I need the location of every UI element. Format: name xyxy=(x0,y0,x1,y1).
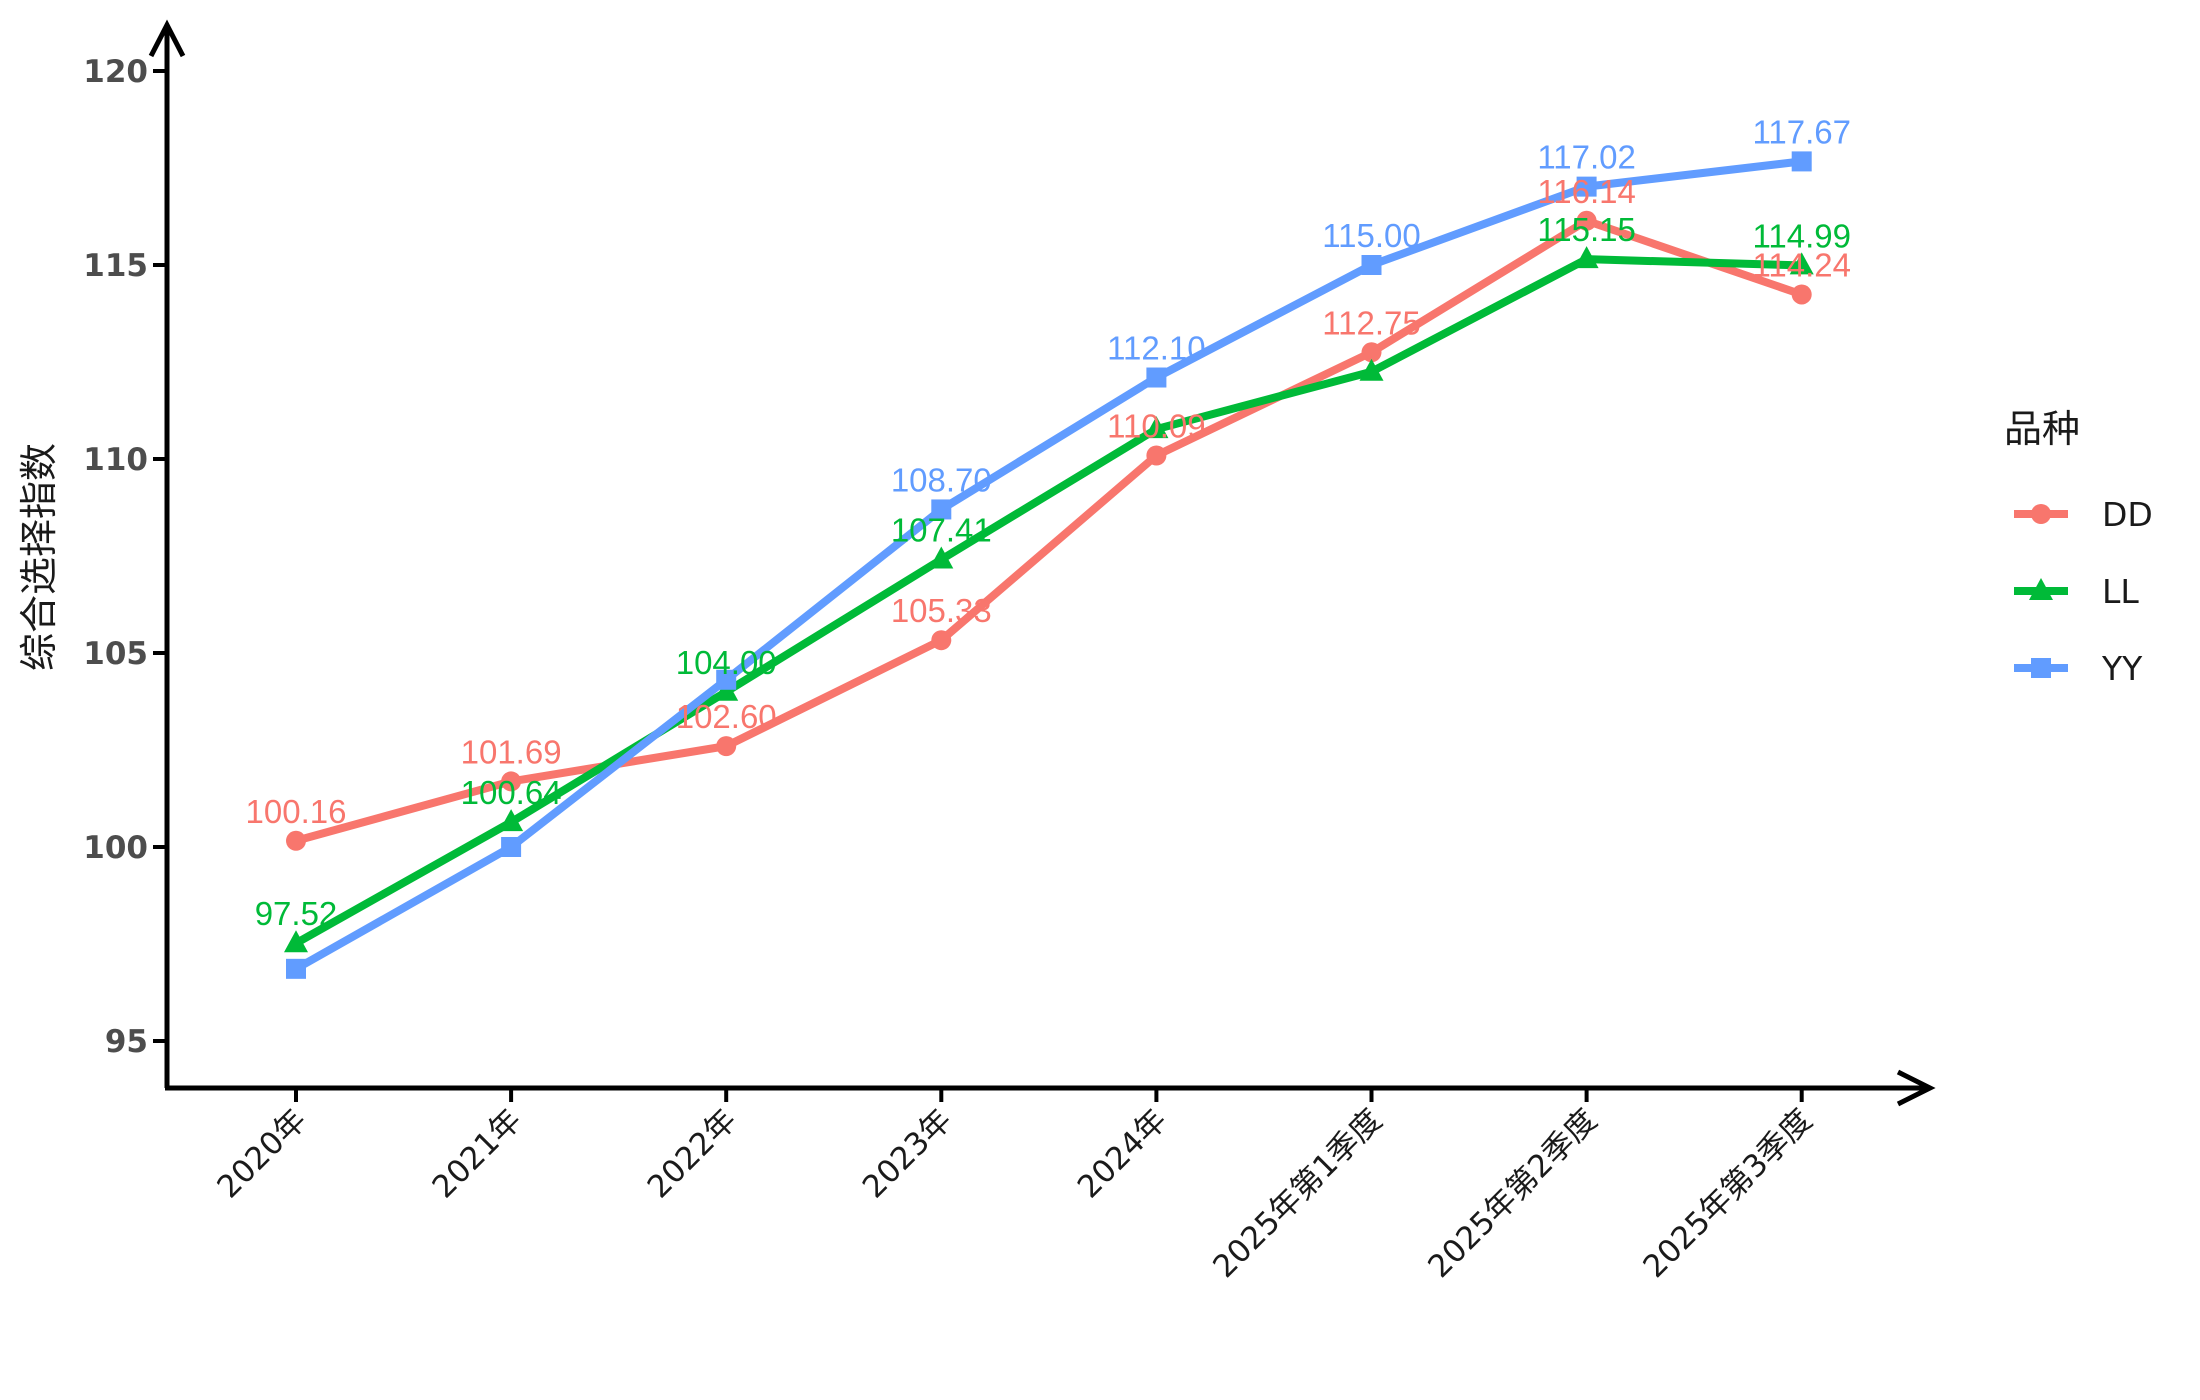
series-line-ll xyxy=(292,255,1806,948)
data-point-dd xyxy=(286,830,306,851)
data-label-ll: 107.41 xyxy=(891,511,992,548)
data-label-yy: 112.10 xyxy=(1107,330,1205,367)
data-label-yy: 117.02 xyxy=(1537,139,1635,176)
data-label-yy: 108.70 xyxy=(891,461,992,498)
data-point-yy xyxy=(716,669,737,690)
legend-label: YY xyxy=(2101,649,2143,688)
x-tick-label: 2025年第3季度 xyxy=(1636,1102,1819,1285)
legend-label: DD xyxy=(2102,495,2153,534)
x-tick-label: 2025年第2季度 xyxy=(1421,1102,1604,1285)
series-line-dd xyxy=(292,216,1806,845)
series-line-yy xyxy=(292,157,1806,973)
data-point-ll xyxy=(284,930,308,953)
data-point-dd xyxy=(1791,284,1812,305)
data-label-ll: 104.00 xyxy=(676,644,777,681)
y-axis-arrowhead xyxy=(148,19,186,58)
data-label-dd: 112.75 xyxy=(1322,304,1420,341)
legend: 品种 DD LL YY xyxy=(2004,407,2153,688)
data-point-dd xyxy=(931,630,952,651)
legend-item-dd: DD xyxy=(2014,495,2153,534)
legend-label: LL xyxy=(2102,572,2139,611)
legend-item-yy: YY xyxy=(2014,649,2143,688)
data-point-yy xyxy=(1146,367,1167,388)
series-yy xyxy=(286,151,1812,979)
legend-swatch-marker xyxy=(2029,578,2053,600)
y-tick-label: 120 xyxy=(83,54,148,90)
data-point-ll xyxy=(1574,246,1599,269)
data-label-ll: 100.64 xyxy=(461,774,562,811)
y-tick-label: 110 xyxy=(83,442,148,478)
data-point-ll xyxy=(929,546,954,569)
data-point-yy xyxy=(1791,151,1812,172)
data-point-dd xyxy=(1146,445,1167,466)
x-tick-label: 2025年第1季度 xyxy=(1206,1102,1389,1285)
legend-swatch-marker xyxy=(2031,658,2051,678)
data-point-dd xyxy=(716,736,737,757)
y-axis-title: 综合选择指数 xyxy=(17,443,61,671)
x-tick-label: 2020年 xyxy=(210,1102,313,1205)
data-label-dd: 105.33 xyxy=(891,592,992,629)
data-label-ll: 115.15 xyxy=(1537,211,1635,248)
legend-title: 品种 xyxy=(2004,407,2080,451)
y-tick-label: 95 xyxy=(105,1024,148,1060)
data-point-dd xyxy=(1361,342,1382,363)
y-tick-label: 100 xyxy=(83,830,148,866)
axes xyxy=(148,19,1936,1107)
data-label-ll: 97.52 xyxy=(255,895,338,932)
data-point-ll xyxy=(714,678,739,701)
data-label-dd: 114.24 xyxy=(1752,246,1850,283)
data-point-yy xyxy=(501,837,522,857)
x-axis-ticks: 2020年 2021年 2022年 2023年 2024年 2025年第1季度 2025年第… xyxy=(210,1088,1819,1285)
data-point-ll xyxy=(499,809,524,832)
x-tick-label: 2021年 xyxy=(426,1102,529,1205)
y-tick-label: 105 xyxy=(83,636,148,672)
data-point-yy xyxy=(286,958,306,979)
data-point-yy xyxy=(1361,255,1382,275)
data-point-dd xyxy=(501,771,522,792)
legend-swatch-marker xyxy=(2031,504,2051,524)
x-tick-label: 2023年 xyxy=(856,1102,959,1205)
data-label-dd: 110.09 xyxy=(1107,408,1205,445)
data-label-dd: 101.69 xyxy=(461,733,562,770)
data-labels: 100.16 101.69 102.60 105.33 110.09 112.75 116.… xyxy=(246,113,1851,932)
data-point-ll xyxy=(1359,358,1384,381)
data-label-yy: 115.00 xyxy=(1322,217,1420,254)
series-ll xyxy=(284,246,1814,953)
x-axis-arrowhead xyxy=(1896,1069,1936,1107)
x-tick-label: 2022年 xyxy=(641,1102,744,1205)
data-label-dd: 102.60 xyxy=(676,698,777,735)
y-tick-label: 115 xyxy=(83,248,148,284)
data-label-ll: 114.99 xyxy=(1752,217,1850,254)
data-point-dd xyxy=(1576,210,1597,231)
data-label-dd: 100.16 xyxy=(246,793,347,830)
y-axis-ticks: 95 100 105 110 115 120 xyxy=(83,54,167,1060)
data-point-ll xyxy=(1144,416,1169,439)
data-label-dd: 116.14 xyxy=(1537,173,1635,210)
data-point-yy xyxy=(1576,176,1597,197)
x-tick-label: 2024年 xyxy=(1071,1102,1174,1205)
data-point-yy xyxy=(931,499,952,520)
series xyxy=(284,151,1814,979)
data-label-yy: 117.67 xyxy=(1752,113,1850,150)
legend-item-ll: LL xyxy=(2014,572,2139,611)
series-dd xyxy=(286,210,1812,851)
data-point-ll xyxy=(1789,252,1814,275)
